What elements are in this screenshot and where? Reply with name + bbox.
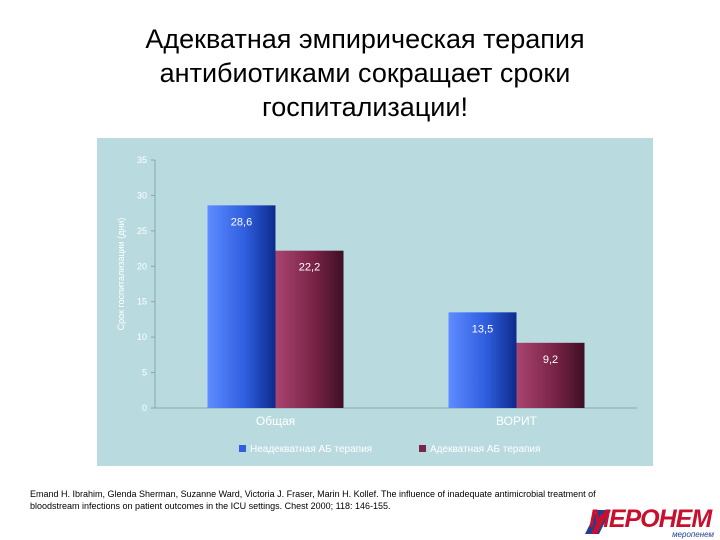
slide-title: Адекватная эмпирическая терапия антибиот… xyxy=(80,22,650,124)
bar-adequate xyxy=(275,250,344,408)
y-axis-title: Срок госпитализации (дни) xyxy=(116,218,126,331)
bar-value-label: 9,2 xyxy=(543,354,558,366)
bar-value-label: 28,6 xyxy=(231,216,252,228)
logo-main-text: МЕРОНЕМ xyxy=(589,505,712,533)
y-tick-label: 15 xyxy=(137,297,147,307)
x-tick-label: ВОРИТ xyxy=(496,414,538,428)
bar-value-label: 13,5 xyxy=(472,323,493,335)
y-tick-label: 25 xyxy=(137,226,147,236)
citation: Emand H. Ibrahim, Glenda Sherman, Suzann… xyxy=(30,488,670,512)
legend-swatch xyxy=(419,445,426,452)
slide-title-line: госпитализации! xyxy=(262,92,468,122)
x-tick-label: Общая xyxy=(256,414,295,428)
y-tick-label: 20 xyxy=(137,261,147,271)
legend-swatch xyxy=(239,445,246,452)
slide-title-line: Адекватная эмпирическая терапия xyxy=(145,24,585,54)
y-tick-label: 30 xyxy=(137,190,147,200)
meronem-logo: МЕРОНЕМ меропенем xyxy=(583,505,718,539)
slide-title-line: антибиотиками сокращает сроки xyxy=(159,58,571,88)
y-tick-label: 5 xyxy=(142,368,147,378)
legend-label: Адекватная АБ терапия xyxy=(430,444,540,455)
logo-swoosh-icon xyxy=(585,510,611,534)
chart-panel: 35 30 25 20 15 10 5 0 Срок госпитализации (дни) … xyxy=(97,138,653,466)
bar-inadequate xyxy=(207,205,276,408)
citation-line: Emand H. Ibrahim, Glenda Sherman, Suzann… xyxy=(30,489,596,499)
y-tick-label: 0 xyxy=(142,403,147,413)
legend-label: Неадекватная АБ терапия xyxy=(250,444,372,455)
y-tick-label: 35 xyxy=(137,155,147,165)
bar-inadequate xyxy=(448,312,517,408)
logo-sub-text: меропенем xyxy=(672,530,714,539)
bar-adequate xyxy=(516,342,585,408)
y-tick-label: 10 xyxy=(137,332,147,342)
citation-line: bloodstream infections on patient outcom… xyxy=(30,501,391,511)
bar-value-label: 22,2 xyxy=(299,262,320,274)
